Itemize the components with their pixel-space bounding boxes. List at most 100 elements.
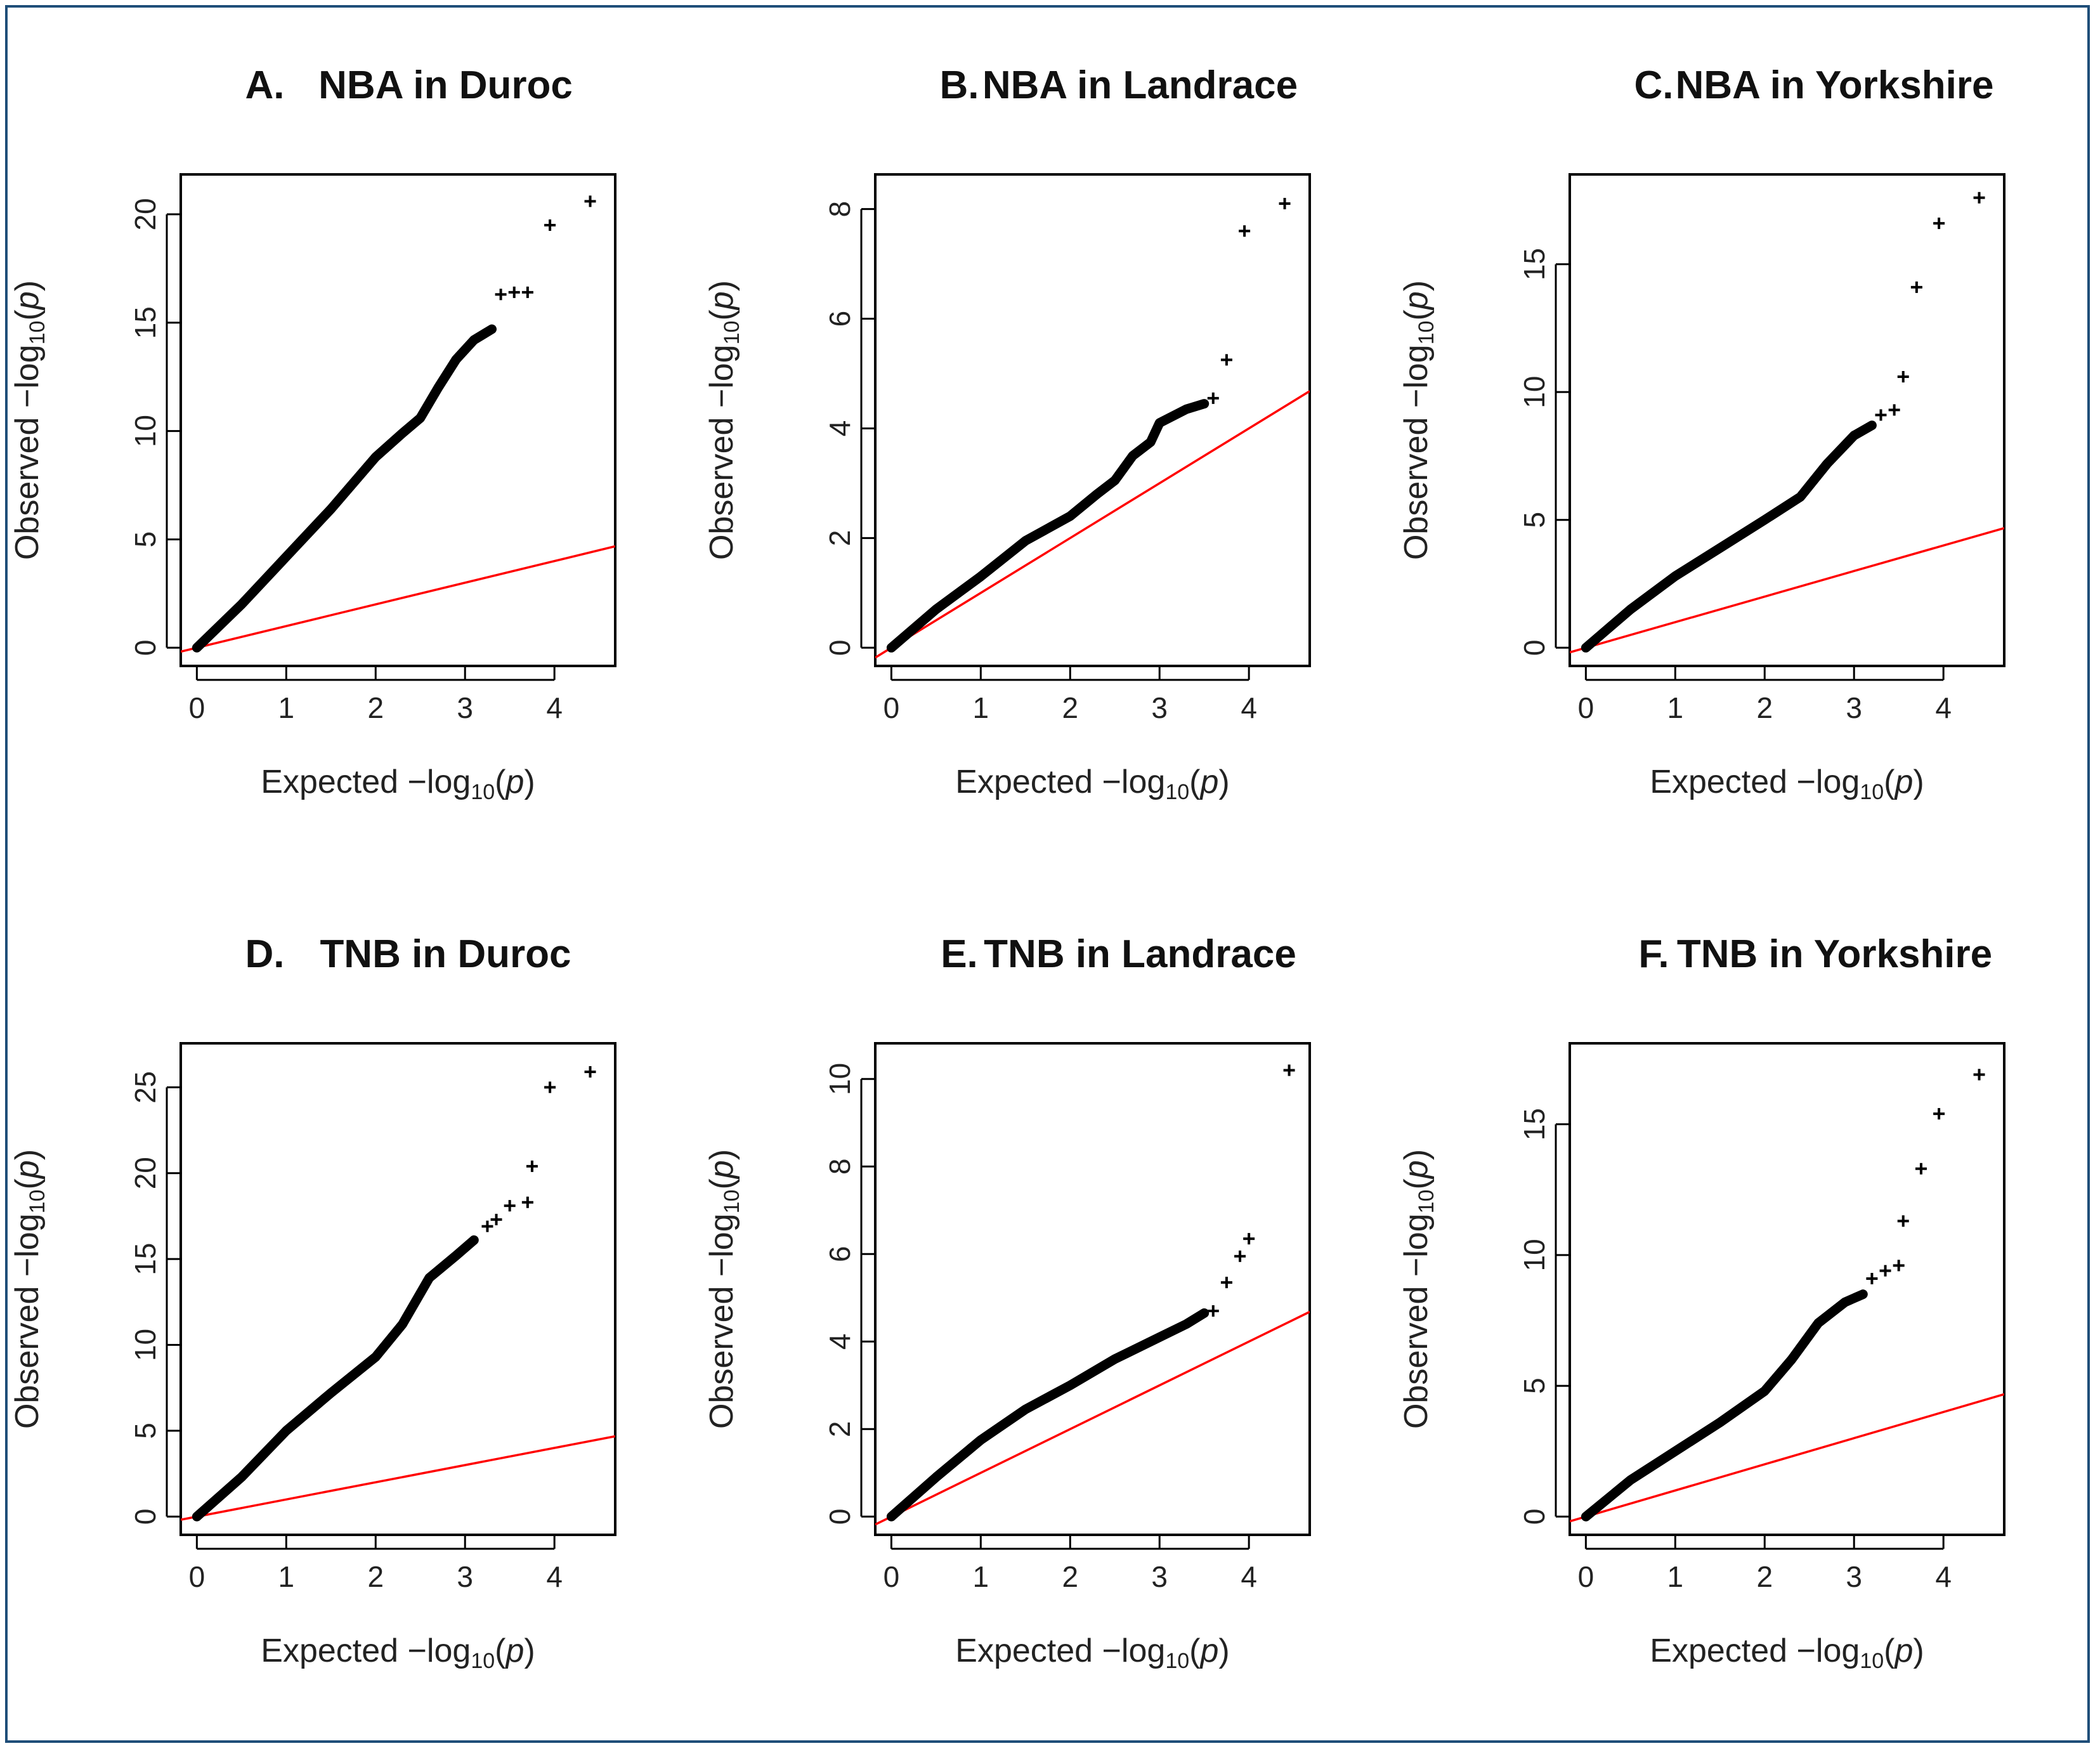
y-tick-label: 6: [823, 311, 856, 327]
x-tick-label: 3: [457, 1560, 473, 1593]
panel-title: TNB in Landrace: [984, 932, 1296, 976]
panel-title: TNB in Duroc: [320, 932, 571, 976]
x-tick-label: 1: [973, 691, 989, 724]
y-tick-label: 10: [129, 1329, 162, 1361]
x-tick-label: 3: [1846, 691, 1862, 724]
panel-d: D. TNB in Duroc 0 1 2 3 4 0 5 10 15 20 25 Expected −l…: [9, 932, 616, 1673]
observed-points-dense: [886, 1308, 1210, 1522]
observed-point: [1220, 1277, 1232, 1289]
observed-point: [508, 286, 520, 298]
observed-point: [1279, 197, 1291, 209]
observed-point: [1933, 218, 1945, 230]
reference-line: [181, 1435, 615, 1521]
y-tick-label: 0: [129, 1508, 162, 1525]
x-tick-label: 0: [1578, 1560, 1595, 1593]
observed-point: [1897, 370, 1909, 382]
y-tick-label: 0: [823, 1508, 856, 1525]
y-tick-label: 20: [129, 198, 162, 230]
observed-point: [1888, 404, 1900, 416]
observed-point: [1933, 1108, 1945, 1120]
y-tick-label: 0: [823, 639, 856, 656]
x-tick-label: 1: [278, 691, 295, 724]
reference-line: [181, 545, 615, 653]
panel-title: NBA in Landrace: [982, 63, 1298, 107]
observed-point: [1283, 1064, 1295, 1076]
y-tick-label: 20: [129, 1157, 162, 1189]
y-axis-label: Observed −log10(p): [703, 1149, 744, 1429]
y-tick-label: 10: [1518, 376, 1551, 408]
plot-box: [1568, 173, 2005, 667]
panel-label: A.: [245, 63, 285, 107]
x-tick-label: 2: [1756, 1560, 1773, 1593]
y-tick-label: 10: [1518, 1239, 1551, 1271]
x-tick-label: 4: [546, 691, 563, 724]
observed-points-dense: [886, 399, 1210, 653]
x-tick-label: 3: [1151, 1560, 1168, 1593]
x-tick-label: 4: [1241, 1560, 1257, 1593]
y-tick-label: 5: [1518, 512, 1551, 528]
y-tick-label: 5: [129, 1423, 162, 1439]
x-axis-label: Expected −log10(p): [1650, 1632, 1924, 1673]
reference-line: [1570, 1393, 2004, 1523]
x-tick-label: 0: [884, 691, 900, 724]
x-axis-label: Expected −log10(p): [955, 764, 1229, 804]
y-tick-label: 5: [129, 531, 162, 548]
x-tick-label: 2: [1062, 691, 1078, 724]
reference-line: [1570, 526, 2004, 654]
observed-point: [1234, 1250, 1246, 1262]
observed-point: [1207, 392, 1219, 404]
y-tick-label: 8: [823, 1159, 856, 1175]
y-axis-label: Observed −log10(p): [1398, 1149, 1438, 1429]
plot-box: [179, 173, 616, 667]
panel-label: D.: [245, 932, 285, 976]
y-tick-label: 4: [823, 420, 856, 437]
panel-label: F.: [1638, 932, 1669, 976]
reference-line: [875, 1310, 1310, 1526]
observed-point: [544, 219, 556, 231]
x-tick-label: 1: [278, 1560, 295, 1593]
x-axis-label: Expected −log10(p): [955, 1632, 1229, 1673]
observed-point: [1207, 1305, 1219, 1317]
x-tick-label: 2: [1062, 1560, 1078, 1593]
y-tick-label: 8: [823, 201, 856, 218]
observed-point: [490, 1213, 502, 1225]
panel-label: C.: [1634, 63, 1674, 107]
observed-point: [544, 1081, 556, 1093]
x-tick-label: 1: [1667, 1560, 1684, 1593]
y-tick-label: 2: [823, 1421, 856, 1438]
y-tick-label: 5: [1518, 1378, 1551, 1394]
observed-points-dense: [1581, 1289, 1868, 1522]
observed-point: [1879, 1265, 1891, 1277]
observed-point: [521, 1196, 533, 1208]
observed-point: [521, 286, 533, 298]
y-tick-label: 6: [823, 1246, 856, 1263]
observed-point: [481, 1220, 493, 1232]
x-tick-label: 3: [1846, 1560, 1862, 1593]
y-tick-label: 0: [129, 639, 162, 656]
observed-point: [1239, 225, 1251, 237]
x-axis-label: Expected −log10(p): [261, 764, 535, 804]
y-tick-label: 0: [1518, 1508, 1551, 1525]
observed-point: [1973, 1069, 1985, 1081]
observed-point: [1915, 1163, 1927, 1175]
y-tick-label: 4: [823, 1334, 856, 1350]
observed-point: [1875, 409, 1887, 421]
figure-frame: [5, 5, 2090, 1743]
y-axis-label: Observed −log10(p): [703, 280, 744, 560]
y-tick-label: 25: [129, 1071, 162, 1104]
plot-box: [1568, 1042, 2005, 1536]
x-tick-label: 4: [1241, 691, 1257, 724]
observed-point: [495, 289, 507, 301]
y-tick-label: 15: [1518, 248, 1551, 280]
y-axis-label: Observed −log10(p): [1398, 280, 1438, 560]
x-tick-label: 0: [189, 691, 205, 724]
reference-line: [875, 390, 1310, 659]
observed-point: [1897, 1215, 1909, 1227]
panel-e: E. TNB in Landrace 0 1 2 3 4 0 2 4 6 8 10 Expected −l…: [703, 932, 1311, 1673]
x-tick-label: 1: [973, 1560, 989, 1593]
x-tick-label: 3: [1151, 691, 1168, 724]
x-tick-label: 2: [367, 1560, 384, 1593]
y-tick-label: 10: [823, 1063, 856, 1095]
observed-point: [526, 1160, 538, 1172]
